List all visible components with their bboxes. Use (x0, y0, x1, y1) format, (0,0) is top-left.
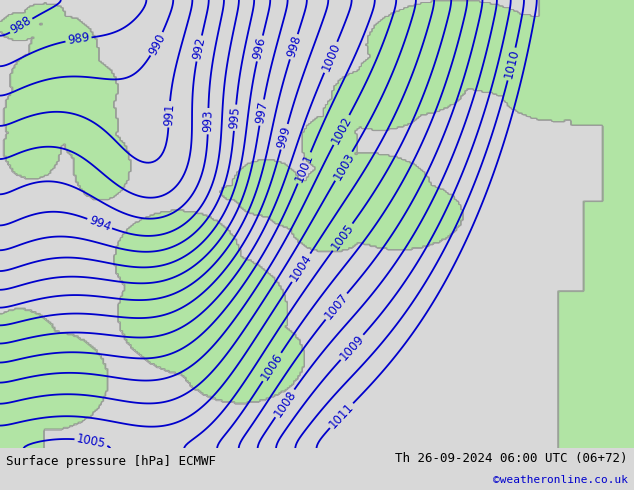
Text: 993: 993 (202, 110, 215, 132)
Text: 1001: 1001 (292, 152, 316, 184)
Text: ©weatheronline.co.uk: ©weatheronline.co.uk (493, 475, 628, 485)
Text: 1003: 1003 (330, 150, 357, 182)
Text: 1007: 1007 (322, 291, 351, 322)
Text: 991: 991 (162, 102, 176, 126)
Text: 992: 992 (190, 36, 208, 61)
Text: 988: 988 (8, 14, 34, 37)
Text: 1008: 1008 (271, 388, 299, 419)
Text: 1000: 1000 (319, 41, 342, 74)
Text: Th 26-09-2024 06:00 UTC (06+72): Th 26-09-2024 06:00 UTC (06+72) (395, 452, 628, 466)
Text: 989: 989 (67, 31, 91, 48)
Text: 996: 996 (251, 36, 269, 61)
Text: 995: 995 (228, 106, 242, 129)
Text: Surface pressure [hPa] ECMWF: Surface pressure [hPa] ECMWF (6, 455, 216, 468)
Text: 1004: 1004 (288, 252, 314, 284)
Text: 1009: 1009 (337, 332, 367, 363)
Text: 998: 998 (284, 34, 303, 59)
Text: 990: 990 (146, 31, 168, 57)
Text: 997: 997 (254, 100, 270, 125)
Text: 1002: 1002 (328, 114, 354, 146)
Text: 1011: 1011 (327, 400, 356, 431)
Text: 1006: 1006 (259, 351, 285, 383)
Text: 1005: 1005 (75, 432, 107, 450)
Text: 1010: 1010 (502, 48, 521, 80)
Text: 1005: 1005 (328, 221, 356, 253)
Text: 999: 999 (275, 124, 294, 149)
Text: 994: 994 (87, 214, 112, 234)
